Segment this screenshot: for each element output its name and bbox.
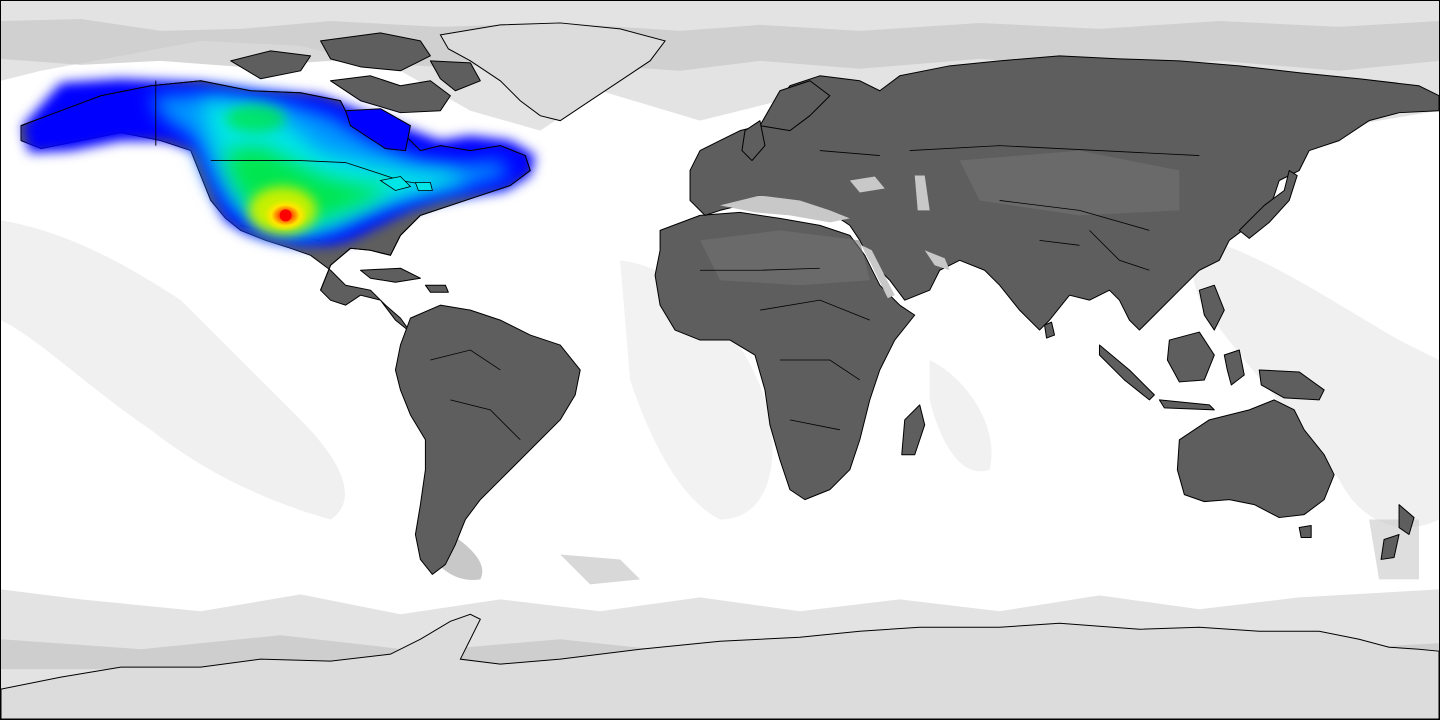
arctic-islands (230, 50, 312, 80)
antarctica (1, 613, 1439, 719)
inland-seas (720, 175, 950, 299)
british-isles (741, 120, 766, 162)
north-america-coast (20, 80, 531, 291)
land-light (700, 150, 1180, 286)
caspian-sea (914, 175, 930, 211)
madagascar (901, 404, 926, 456)
greenland (439, 22, 666, 122)
hudson-bay (344, 108, 411, 152)
mediterranean (720, 195, 850, 223)
japan (1238, 170, 1298, 239)
australia (1176, 399, 1335, 519)
red-sea (861, 245, 895, 299)
us-canada-border (155, 80, 431, 186)
great-lakes (379, 176, 433, 191)
new-guinea (1258, 369, 1325, 401)
heatmap (22, 78, 536, 246)
africa (654, 211, 916, 501)
persian-gulf (924, 250, 950, 271)
philippines (1198, 284, 1225, 331)
south-america (394, 304, 581, 575)
borneo (1166, 331, 1215, 383)
sumatra (1098, 344, 1155, 401)
java (1158, 399, 1215, 411)
black-sea (849, 176, 885, 193)
sulawesi (1223, 349, 1245, 386)
heatmap-green-north (225, 104, 286, 133)
new-zealand (1398, 504, 1415, 536)
